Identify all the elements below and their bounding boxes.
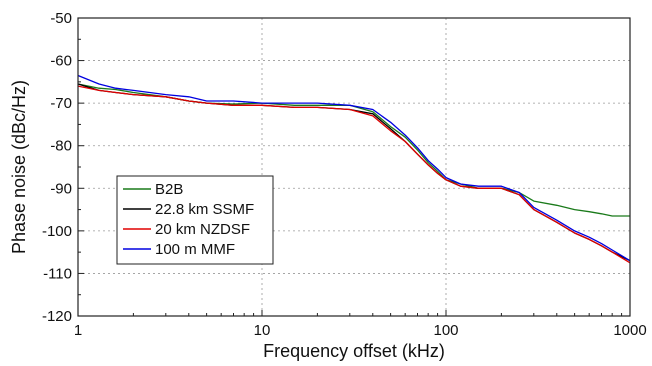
x-tick-label: 100 [433,322,458,339]
x-tick-label: 1 [74,322,82,339]
series-line [77,85,631,264]
y-tick-label: -60 [50,53,72,70]
legend: B2B 22.8 km SSMF 20 km NZDSF 100 m MMF [116,175,274,265]
y-tick-label: -70 [50,95,72,112]
x-axis-label: Frequency offset (kHz) [263,341,445,361]
y-axis-label: Phase noise (dBc/Hz) [9,80,29,254]
legend-label: 22.8 km SSMF [155,201,254,218]
y-tick-label: -100 [42,223,72,240]
y-tick-label: -80 [50,138,72,155]
series-group [77,74,631,264]
y-tick-label: -50 [50,10,72,27]
grid [78,18,630,316]
y-tick-label: -120 [42,308,72,325]
y-tick-label: -90 [50,180,72,197]
legend-label: 20 km NZDSF [155,221,250,238]
series-line [77,74,631,262]
x-tick-label: 10 [254,322,271,339]
tick-marks [77,17,631,317]
y-tick-label: -110 [43,265,72,282]
x-tick-labels: 1 10 100 1000 [74,322,647,339]
x-tick-label: 1000 [613,322,646,339]
plot-frame [77,17,631,317]
legend-label: B2B [155,181,183,198]
legend-label: 100 m MMF [155,241,235,258]
y-tick-labels: -50 -60 -70 -80 -90 -100 -110 -120 [42,10,72,325]
